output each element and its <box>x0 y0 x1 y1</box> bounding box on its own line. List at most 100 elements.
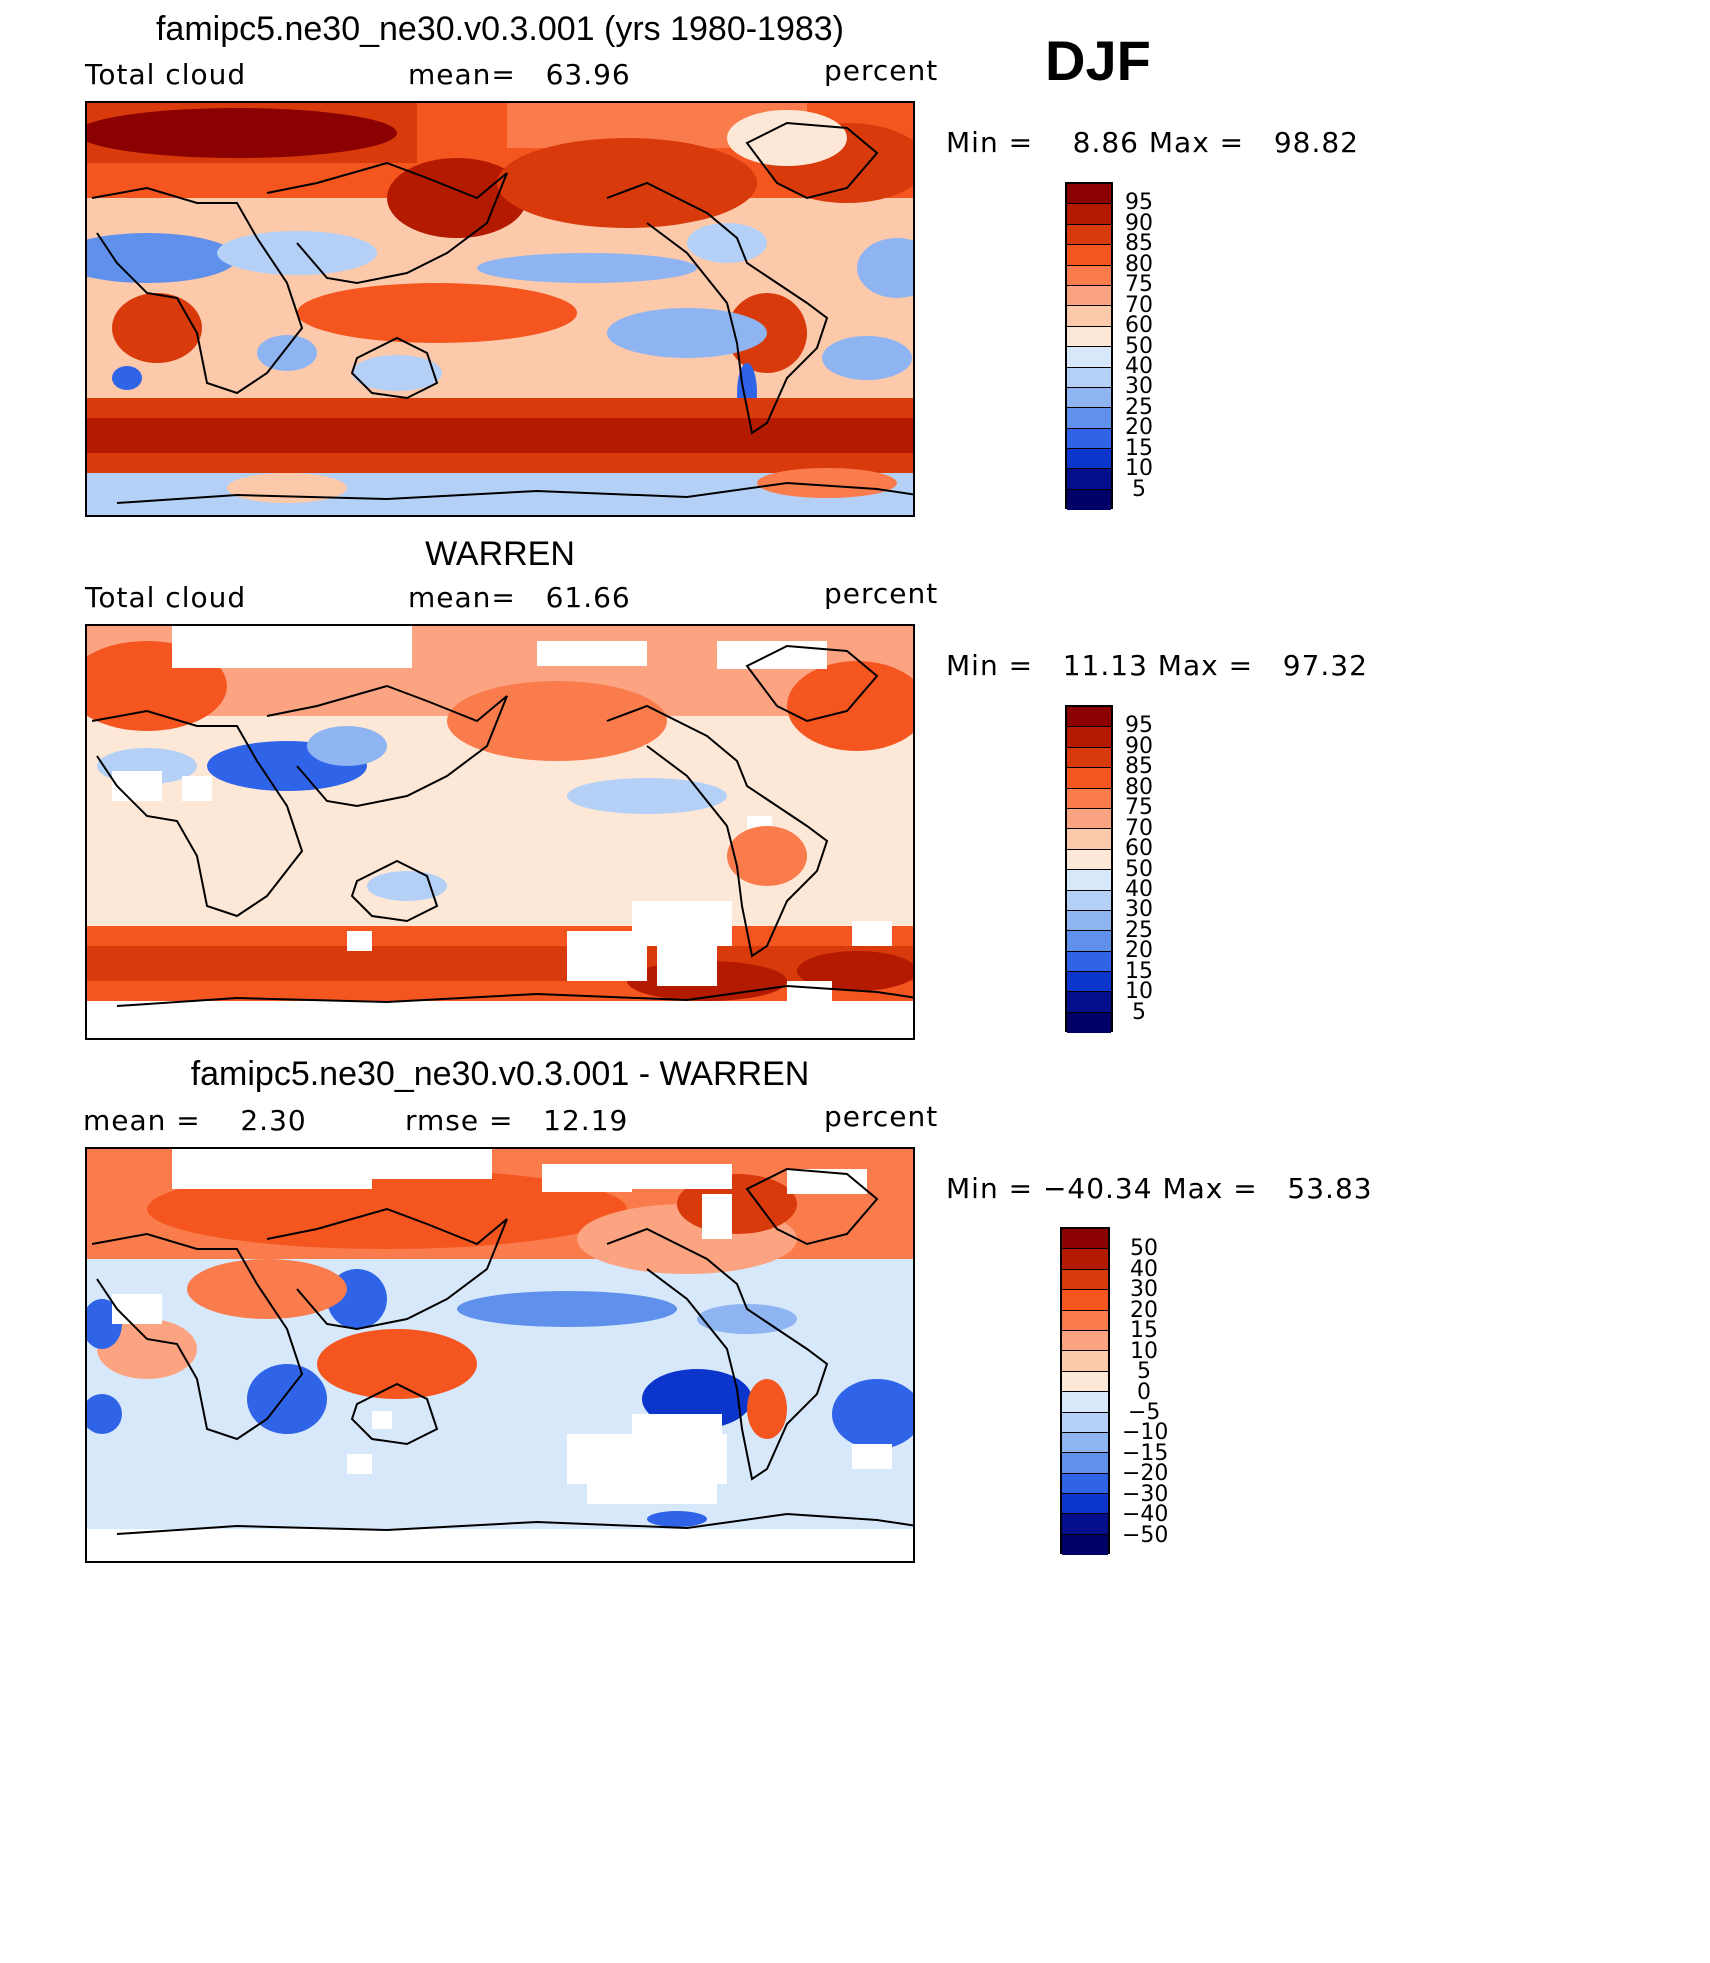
panel-3-colorbar-bin <box>1062 1453 1108 1474</box>
panel-3-tick: 0 <box>1137 1380 1151 1405</box>
panel-2-colorbar-bin <box>1067 992 1111 1013</box>
panel-3-colorbar-bin <box>1062 1514 1108 1535</box>
panel-3-tick: 5 <box>1137 1359 1151 1384</box>
panel-1-colorbar-bin <box>1067 224 1111 246</box>
panel-3-units-label: percent <box>824 1100 939 1133</box>
panel-3-colorbar-bin <box>1062 1534 1108 1556</box>
panel-1-tick: 30 <box>1125 374 1153 399</box>
panel-1-colorbar-bin <box>1067 367 1111 388</box>
panel-1-colorbar-bin <box>1067 347 1111 368</box>
panel-3-mean-label: mean = 2.30 <box>83 1104 307 1137</box>
panel-1-tick: 20 <box>1125 415 1153 440</box>
panel-2-tick: 30 <box>1125 897 1153 922</box>
panel-2-title: WARREN <box>425 535 575 573</box>
panel-3-colorbar-bin <box>1062 1371 1108 1393</box>
panel-3-colorbar-bin <box>1062 1432 1108 1454</box>
panel-1-tick: 90 <box>1125 211 1153 236</box>
panel-1-tick: 95 <box>1125 190 1153 215</box>
panel-2-tick: 15 <box>1125 959 1153 984</box>
panel-3-tick: 40 <box>1130 1257 1158 1282</box>
panel-1-mean-label: mean= 63.96 <box>408 58 631 91</box>
panel-2-field-label: Total cloud <box>85 581 247 614</box>
panel-2-tick: 95 <box>1125 713 1153 738</box>
panel-2-colorbar-bin <box>1067 727 1111 748</box>
panel-2-tick: 25 <box>1125 918 1153 943</box>
panel-1-title: famipc5.ne30_ne30.v0.3.001 (yrs 1980-198… <box>155 10 845 48</box>
panel-2-colorbar-bin <box>1067 808 1111 830</box>
panel-2-tick: 50 <box>1125 857 1153 882</box>
panel-3-tick: −10 <box>1122 1420 1169 1445</box>
panel-1-colorbar-bin <box>1067 265 1111 286</box>
panel-2-tick: 85 <box>1125 754 1153 779</box>
panel-2-units-label: percent <box>824 577 939 610</box>
panel-1-tick: 85 <box>1125 231 1153 256</box>
panel-1-tick: 80 <box>1125 252 1153 277</box>
panel-1-colorbar-bin <box>1067 245 1111 266</box>
panel-3-rmse-label: rmse = 12.19 <box>405 1104 629 1137</box>
panel-1-tick: 10 <box>1125 456 1153 481</box>
panel-1-tick: 75 <box>1125 272 1153 297</box>
panel-3-colorbar-bin <box>1062 1351 1108 1372</box>
panel-2-map-field <box>87 626 913 1038</box>
panel-1-colorbar-bin <box>1067 387 1111 409</box>
panel-2-tick: 70 <box>1125 816 1153 841</box>
panel-1-colorbar-bin <box>1067 184 1111 205</box>
panel-3-colorbar-bin <box>1062 1249 1108 1270</box>
panel-3-colorbar-bin <box>1062 1412 1108 1433</box>
panel-3-map <box>85 1147 915 1563</box>
panel-1-tick: 5 <box>1132 477 1146 502</box>
panel-2-tick: 90 <box>1125 734 1153 759</box>
panel-2-tick: 5 <box>1132 1000 1146 1025</box>
panel-2-colorbar <box>1065 705 1113 1034</box>
panel-3-title: famipc5.ne30_ne30.v0.3.001 - WARREN <box>190 1055 810 1093</box>
panel-3-colorbar-bin <box>1062 1290 1108 1311</box>
panel-2-colorbar-bin <box>1067 910 1111 932</box>
panel-3-tick: −15 <box>1122 1441 1169 1466</box>
panel-3-tick: −50 <box>1122 1523 1169 1548</box>
panel-1-colorbar-bin <box>1067 326 1111 348</box>
panel-3-tick: 30 <box>1130 1277 1158 1302</box>
panel-2-tick: 60 <box>1125 836 1153 861</box>
panel-2-colorbar-bin <box>1067 1012 1111 1034</box>
panel-2-tick: 40 <box>1125 877 1153 902</box>
panel-2-colorbar-bin <box>1067 972 1111 993</box>
panel-3-colorbar <box>1060 1227 1110 1556</box>
panel-2-tick: 20 <box>1125 938 1153 963</box>
season-label: DJF <box>1045 29 1151 92</box>
panel-3-tick: −20 <box>1122 1461 1169 1486</box>
panel-3-tick: 15 <box>1130 1318 1158 1343</box>
panel-1-map-field <box>87 103 913 515</box>
panel-1-colorbar-bin <box>1067 408 1111 429</box>
panel-3-colorbar-bin <box>1062 1330 1108 1352</box>
panel-1-units-label: percent <box>824 54 939 87</box>
panel-2-colorbar-bin <box>1067 829 1111 850</box>
panel-1-colorbar-bin <box>1067 204 1111 225</box>
panel-1-tick: 50 <box>1125 334 1153 359</box>
panel-3-minmax: Min = −40.34 Max = 53.83 <box>946 1172 1373 1205</box>
panel-2-colorbar-bin <box>1067 768 1111 789</box>
panel-1-map <box>85 101 915 517</box>
panel-2-colorbar-bin <box>1067 849 1111 871</box>
panel-1-colorbar-bin <box>1067 285 1111 307</box>
panel-1-tick: 40 <box>1125 354 1153 379</box>
panel-1-colorbar-bin <box>1067 469 1111 490</box>
panel-3-colorbar-bin <box>1062 1310 1108 1331</box>
panel-2-colorbar-bin <box>1067 747 1111 769</box>
panel-1-tick: 15 <box>1125 436 1153 461</box>
panel-3-colorbar-bin <box>1062 1229 1108 1250</box>
panel-3-colorbar-bin <box>1062 1392 1108 1413</box>
panel-2-colorbar-bin <box>1067 890 1111 911</box>
panel-2-colorbar-bin <box>1067 788 1111 809</box>
panel-1-tick: 60 <box>1125 313 1153 338</box>
panel-3-tick: 20 <box>1130 1298 1158 1323</box>
panel-2-colorbar-bin <box>1067 870 1111 891</box>
panel-3-tick: −5 <box>1128 1400 1161 1425</box>
panel-3-colorbar-bin <box>1062 1473 1108 1495</box>
panel-1-colorbar-bin <box>1067 489 1111 511</box>
panel-1-colorbar <box>1065 182 1113 511</box>
panel-2-mean-label: mean= 61.66 <box>408 581 631 614</box>
panel-2-tick: 10 <box>1125 979 1153 1004</box>
panel-3-tick: −40 <box>1122 1502 1169 1527</box>
panel-3-tick: 50 <box>1130 1236 1158 1261</box>
panel-2-colorbar-bin <box>1067 951 1111 973</box>
